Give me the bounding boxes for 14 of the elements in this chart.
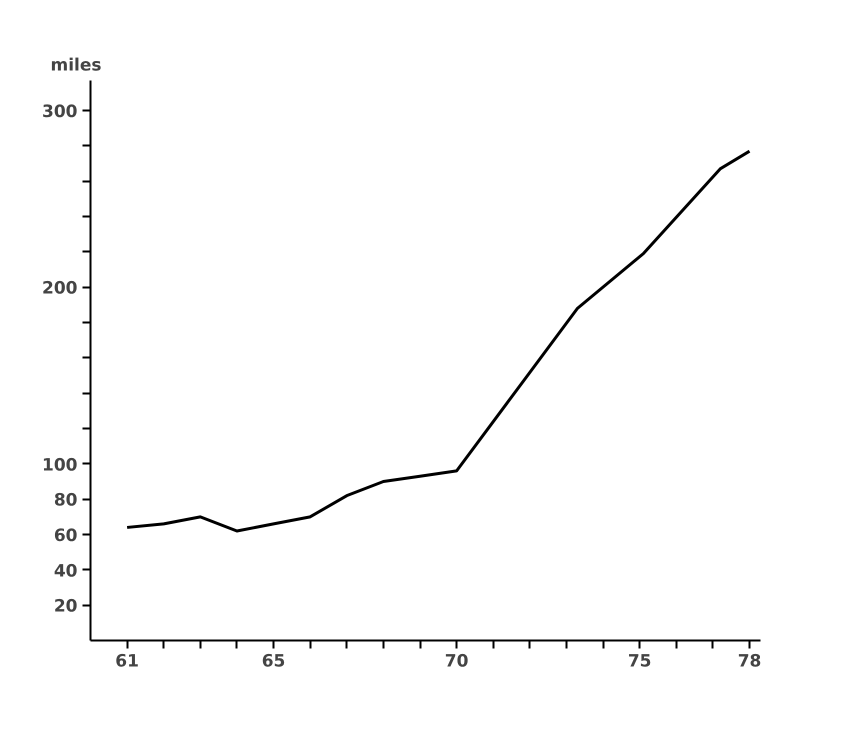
y-tick-label: 80 [54, 490, 78, 511]
y-tick-label: 40 [54, 561, 78, 582]
x-tick-label: 61 [115, 652, 139, 672]
y-tick-label: 100 [42, 455, 78, 476]
x-tick-label: 75 [628, 652, 652, 672]
y-tick-label: 200 [42, 278, 78, 299]
x-tick-label: 70 [444, 652, 469, 672]
y-tick-label: 20 [54, 596, 78, 617]
y-tick-label: 300 [42, 102, 78, 122]
x-tick-label: 78 [738, 652, 762, 672]
y-axis-title: miles [50, 56, 102, 76]
x-tick-label: 65 [262, 652, 286, 672]
y-tick-label: 60 [54, 526, 78, 546]
line-series [126, 150, 752, 532]
